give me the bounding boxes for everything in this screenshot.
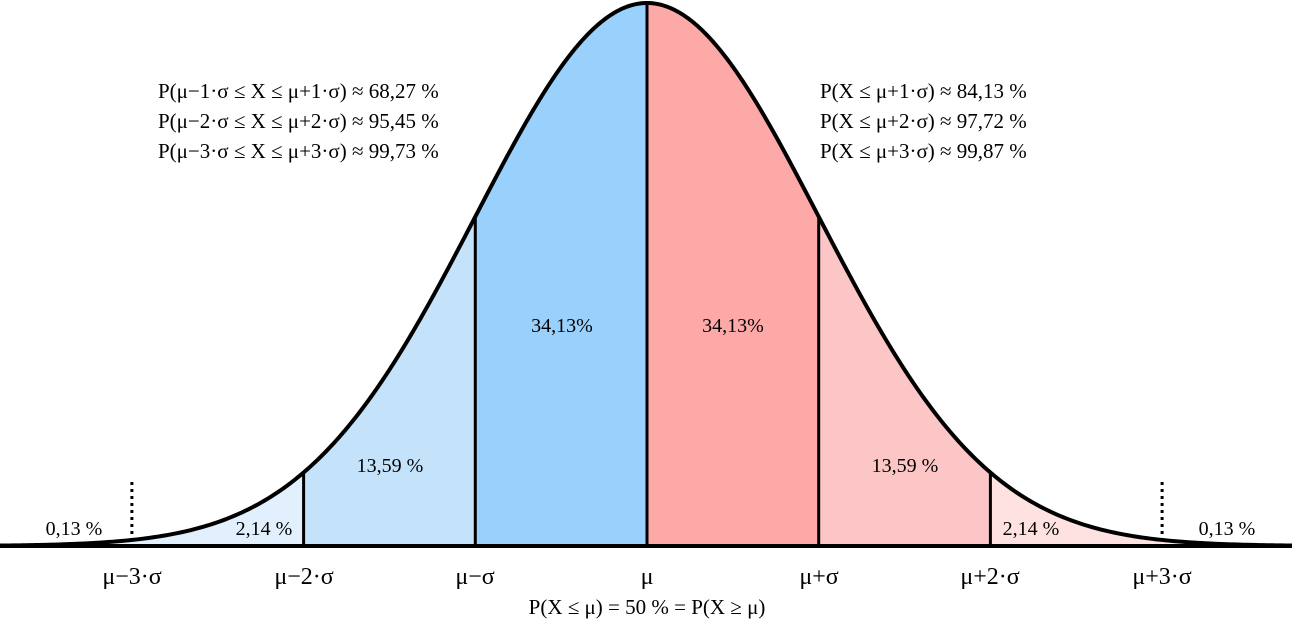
tick-label-mu: μ	[641, 564, 654, 590]
tick-label-mu-plus-2-sigma: μ+2·σ	[960, 564, 1019, 590]
pct-label-left-tail: 0,13 %	[46, 518, 103, 540]
tick-label-mu-minus-3-sigma: μ−3·σ	[102, 564, 161, 590]
annotation-left-2: P(μ−2·σ ≤ X ≤ μ+2·σ) ≈ 95,45 %	[158, 109, 439, 133]
region-left-0-1	[475, 3, 647, 546]
annotation-right-1: P(X ≤ μ+1·σ) ≈ 84,13 %	[820, 79, 1027, 103]
pct-label-left-0-1: 34,13%	[531, 315, 593, 337]
bell-curve	[0, 1, 1292, 548]
tick-label-mu-minus-2-sigma: μ−2·σ	[274, 564, 333, 590]
pct-label-right-tail: 0,13 %	[1199, 518, 1256, 540]
region-right-2-3	[990, 472, 1163, 546]
pct-label-left-1-2: 13,59 %	[357, 455, 424, 477]
annotation-right-3: P(X ≤ μ+3·σ) ≈ 99,87 %	[820, 139, 1027, 163]
annotation-left-1: P(μ−1·σ ≤ X ≤ μ+1·σ) ≈ 68,27 %	[158, 79, 439, 103]
sigma-dividers	[130, 3, 1164, 546]
annotation-left-3: P(μ−3·σ ≤ X ≤ μ+3·σ) ≈ 99,73 %	[158, 139, 439, 163]
tick-label-mu-plus-sigma: μ+σ	[799, 564, 838, 590]
pct-label-right-0-1: 34,13%	[702, 315, 764, 337]
annotation-right-2: P(X ≤ μ+2·σ) ≈ 97,72 %	[820, 109, 1027, 133]
tick-label-mu-plus-3-sigma: μ+3·σ	[1132, 564, 1191, 590]
pct-label-left-2-3: 2,14 %	[236, 518, 293, 540]
region-left-2-3	[131, 472, 304, 546]
tick-label-mu-minus-sigma: μ−σ	[455, 564, 494, 590]
pct-label-right-2-3: 2,14 %	[1003, 518, 1060, 540]
pct-label-right-1-2: 13,59 %	[872, 455, 939, 477]
annotation-bottom: P(X ≤ μ) = 50 % = P(X ≥ μ)	[529, 595, 766, 619]
region-right-0-1	[647, 3, 819, 546]
